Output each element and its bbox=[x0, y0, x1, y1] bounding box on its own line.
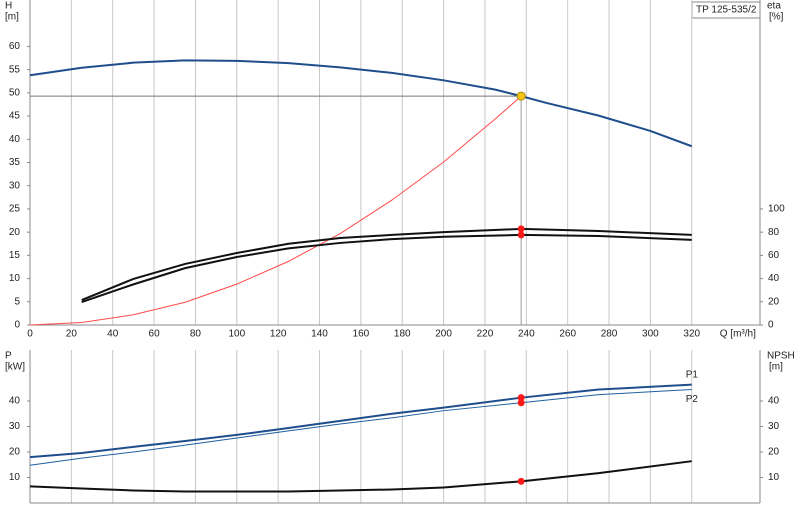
x-tick-label: 100 bbox=[228, 329, 245, 340]
x-tick-label: 160 bbox=[353, 329, 370, 340]
x-tick-label: 180 bbox=[394, 329, 411, 340]
y2-axis-label: eta bbox=[767, 1, 781, 12]
series-line bbox=[29, 95, 522, 326]
operating-point bbox=[517, 231, 525, 239]
x-tick-label: 280 bbox=[601, 329, 618, 340]
y-tick-label: 20 bbox=[9, 227, 21, 238]
y2-tick-label: 10 bbox=[768, 472, 780, 483]
y2-axis-unit: [%] bbox=[769, 12, 784, 23]
y2-axis-label: NPSH bbox=[767, 351, 795, 362]
series-line bbox=[81, 227, 692, 301]
y-tick-label: 0 bbox=[14, 320, 20, 331]
y-tick-label: 25 bbox=[9, 204, 21, 215]
y-tick-label: 30 bbox=[9, 421, 21, 432]
y-tick-label: 40 bbox=[9, 396, 21, 407]
x-tick-label: 300 bbox=[642, 329, 659, 340]
series-line bbox=[29, 389, 692, 466]
operating-point bbox=[517, 394, 525, 402]
y-tick-label: 20 bbox=[9, 447, 21, 458]
x-tick-label: 220 bbox=[477, 329, 494, 340]
x-tick-label: 40 bbox=[107, 329, 119, 340]
y2-tick-label: 40 bbox=[768, 396, 780, 407]
y2-tick-label: 40 bbox=[768, 273, 780, 284]
operating-point bbox=[517, 477, 525, 485]
y-axis-unit: [kW] bbox=[5, 362, 25, 373]
y-axis-label: H bbox=[5, 1, 12, 12]
series-line bbox=[29, 59, 693, 148]
y2-tick-label: 100 bbox=[768, 204, 785, 215]
operating-point bbox=[517, 225, 525, 233]
series-line bbox=[81, 233, 692, 303]
duty-point bbox=[516, 91, 526, 101]
y2-tick-label: 20 bbox=[768, 447, 780, 458]
y-tick-label: 45 bbox=[9, 111, 21, 122]
chart-title: TP 125-535/2 bbox=[696, 5, 757, 16]
y-tick-label: 35 bbox=[9, 157, 21, 168]
x-tick-label: 20 bbox=[66, 329, 78, 340]
y-tick-label: 5 bbox=[14, 296, 20, 307]
y2-tick-label: 30 bbox=[768, 421, 780, 432]
x-tick-label: 260 bbox=[559, 329, 576, 340]
x-tick-label: 200 bbox=[435, 329, 452, 340]
y-axis-unit: [m] bbox=[5, 12, 19, 23]
y-tick-label: 40 bbox=[9, 134, 21, 145]
y-tick-label: 50 bbox=[9, 87, 21, 98]
y2-tick-label: 20 bbox=[768, 296, 780, 307]
y2-axis-unit: [m] bbox=[769, 362, 783, 373]
x-tick-label: 140 bbox=[311, 329, 328, 340]
y-tick-label: 15 bbox=[9, 250, 21, 261]
x-tick-label: 80 bbox=[190, 329, 202, 340]
x-tick-label: 0 bbox=[27, 329, 33, 340]
series-line bbox=[29, 460, 692, 493]
y-axis-label: P bbox=[5, 351, 12, 362]
x-tick-label: 120 bbox=[270, 329, 287, 340]
x-tick-label: 60 bbox=[149, 329, 161, 340]
x-tick-label: 240 bbox=[518, 329, 535, 340]
y-tick-label: 30 bbox=[9, 180, 21, 191]
y-tick-label: 10 bbox=[9, 472, 21, 483]
y-tick-label: 55 bbox=[9, 64, 21, 75]
y2-tick-label: 80 bbox=[768, 227, 780, 238]
series-line bbox=[29, 383, 692, 459]
series-label: P2 bbox=[686, 394, 699, 405]
y-tick-label: 60 bbox=[9, 41, 21, 52]
series-label: P1 bbox=[686, 369, 699, 380]
y2-tick-label: 60 bbox=[768, 250, 780, 261]
x-tick-label: 320 bbox=[683, 329, 700, 340]
y2-tick-label: 0 bbox=[768, 320, 774, 331]
operating-point bbox=[517, 399, 525, 407]
y-tick-label: 10 bbox=[9, 273, 21, 284]
x-axis-label: Q [m³/h] bbox=[720, 329, 756, 340]
